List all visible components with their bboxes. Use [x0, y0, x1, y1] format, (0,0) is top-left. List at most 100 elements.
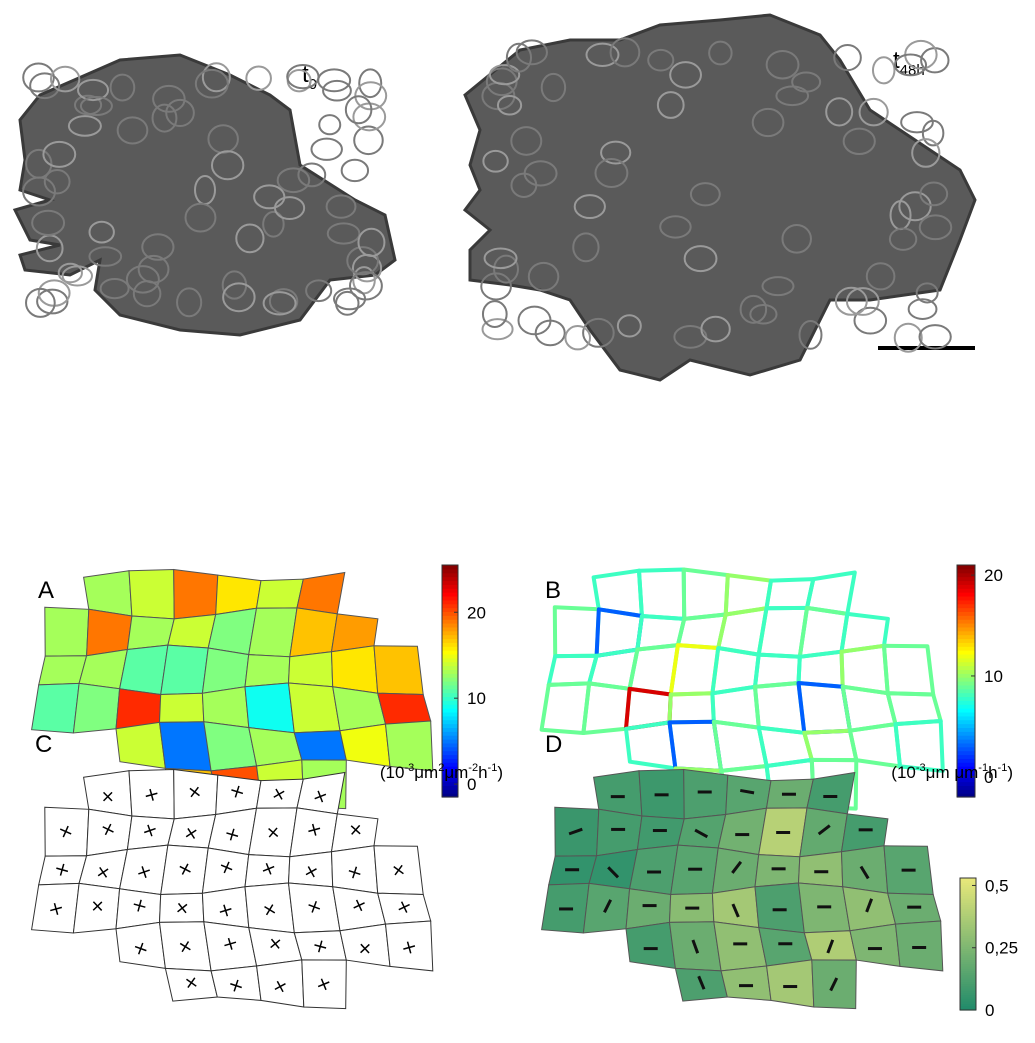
colorbar-segment	[442, 700, 458, 704]
colorbar-segment	[957, 577, 975, 581]
colorbar-segment	[957, 716, 975, 720]
cell	[799, 852, 843, 887]
colorbar-segment	[957, 646, 975, 650]
colorbar-segment	[442, 638, 458, 642]
colorbar-segment	[442, 743, 458, 747]
cell	[202, 687, 248, 728]
colorbar-segment	[957, 689, 975, 693]
unit-text: μm	[444, 763, 468, 782]
colorbar-segment	[957, 611, 975, 615]
cell	[249, 608, 297, 657]
cell-outline	[249, 928, 302, 966]
colorbar-segment	[957, 696, 975, 700]
cell-texture	[483, 301, 507, 327]
colorbar-segment	[442, 666, 458, 670]
cell-outline	[79, 850, 127, 889]
cell	[245, 655, 290, 687]
edge-cell	[888, 693, 941, 724]
colorbar-segment	[957, 754, 975, 758]
cell-outline	[87, 809, 132, 856]
cell	[597, 809, 642, 856]
unit-sup: -1	[488, 762, 498, 774]
colorbar-segment	[442, 708, 458, 712]
cell-outline	[73, 883, 119, 933]
cell	[289, 683, 341, 733]
cell-outline	[297, 773, 345, 814]
cell	[129, 570, 174, 619]
cell	[289, 652, 333, 687]
cell-texture	[23, 63, 54, 91]
cell	[45, 607, 89, 656]
colorbar-segment	[442, 785, 458, 789]
colorbar-segment	[442, 642, 458, 646]
colorbar-segment	[442, 658, 458, 662]
edge-cell	[799, 652, 843, 687]
cell-texture	[854, 308, 886, 334]
cell	[755, 855, 800, 887]
panel-label: B	[545, 577, 561, 604]
cell	[257, 579, 304, 608]
colorbar-segment	[442, 623, 458, 627]
colorbar-segment	[957, 642, 975, 646]
colorbar-segment	[957, 584, 975, 588]
cell	[116, 722, 165, 768]
cell	[807, 773, 855, 814]
colorbar-segment	[957, 619, 975, 623]
cell	[294, 731, 346, 760]
colorbar-segment	[957, 712, 975, 716]
colorbar-segment	[957, 600, 975, 604]
colorbar-segment	[957, 635, 975, 639]
cell	[800, 808, 848, 857]
cell-outline	[245, 883, 294, 933]
colorbar-segment	[957, 669, 975, 673]
colorbar-segment	[442, 712, 458, 716]
colorbar-segment	[957, 751, 975, 755]
colorbar-segment	[442, 596, 458, 600]
colorbar-segment	[957, 693, 975, 697]
colorbar-segment	[442, 739, 458, 743]
colorbar-segment	[957, 708, 975, 712]
cell-texture	[565, 326, 590, 349]
cell	[168, 615, 216, 649]
colorbar-segment	[442, 565, 458, 569]
colorbar-tick-label: 10	[984, 667, 1003, 686]
colorbar-segment	[957, 627, 975, 631]
cell	[174, 570, 218, 619]
colorbar-segment	[957, 658, 975, 662]
cell	[160, 722, 212, 771]
cell	[202, 648, 248, 693]
colorbar-segment	[442, 569, 458, 573]
edge-cell	[670, 693, 714, 722]
cell	[630, 845, 678, 894]
colorbar-segment	[442, 608, 458, 612]
colorbar-segment	[442, 673, 458, 677]
colorbar-segment	[957, 615, 975, 619]
cell	[297, 573, 345, 614]
edge-cell	[555, 607, 599, 656]
colorbar-segment	[442, 751, 458, 755]
colorbar-segment	[957, 743, 975, 747]
unit-text: (10	[891, 763, 916, 782]
colorbar-tick-label: 0	[467, 775, 476, 794]
colorbar-segment	[442, 600, 458, 604]
colorbar-segment	[957, 565, 975, 569]
cell-texture	[919, 325, 950, 348]
colorbar-segment	[957, 727, 975, 731]
colorbar-segment	[957, 662, 975, 666]
colorbar-segment	[442, 584, 458, 588]
colorbar-unit: (10-3μm2μm-2h-1)	[380, 762, 503, 782]
cell	[73, 683, 119, 733]
cell	[340, 724, 390, 766]
colorbar-tick-label: 0	[985, 1001, 994, 1020]
cell	[87, 609, 132, 656]
colorbar-segment	[442, 619, 458, 623]
colorbar-segment	[442, 727, 458, 731]
colorbar-segment	[442, 735, 458, 739]
colorbar-segment	[442, 615, 458, 619]
colorbar-segment	[442, 588, 458, 592]
cell	[850, 924, 900, 966]
colorbar-segment	[957, 731, 975, 735]
colorbar-segment	[957, 785, 975, 789]
cell-outline	[168, 815, 216, 849]
panel-label: C	[35, 731, 52, 758]
